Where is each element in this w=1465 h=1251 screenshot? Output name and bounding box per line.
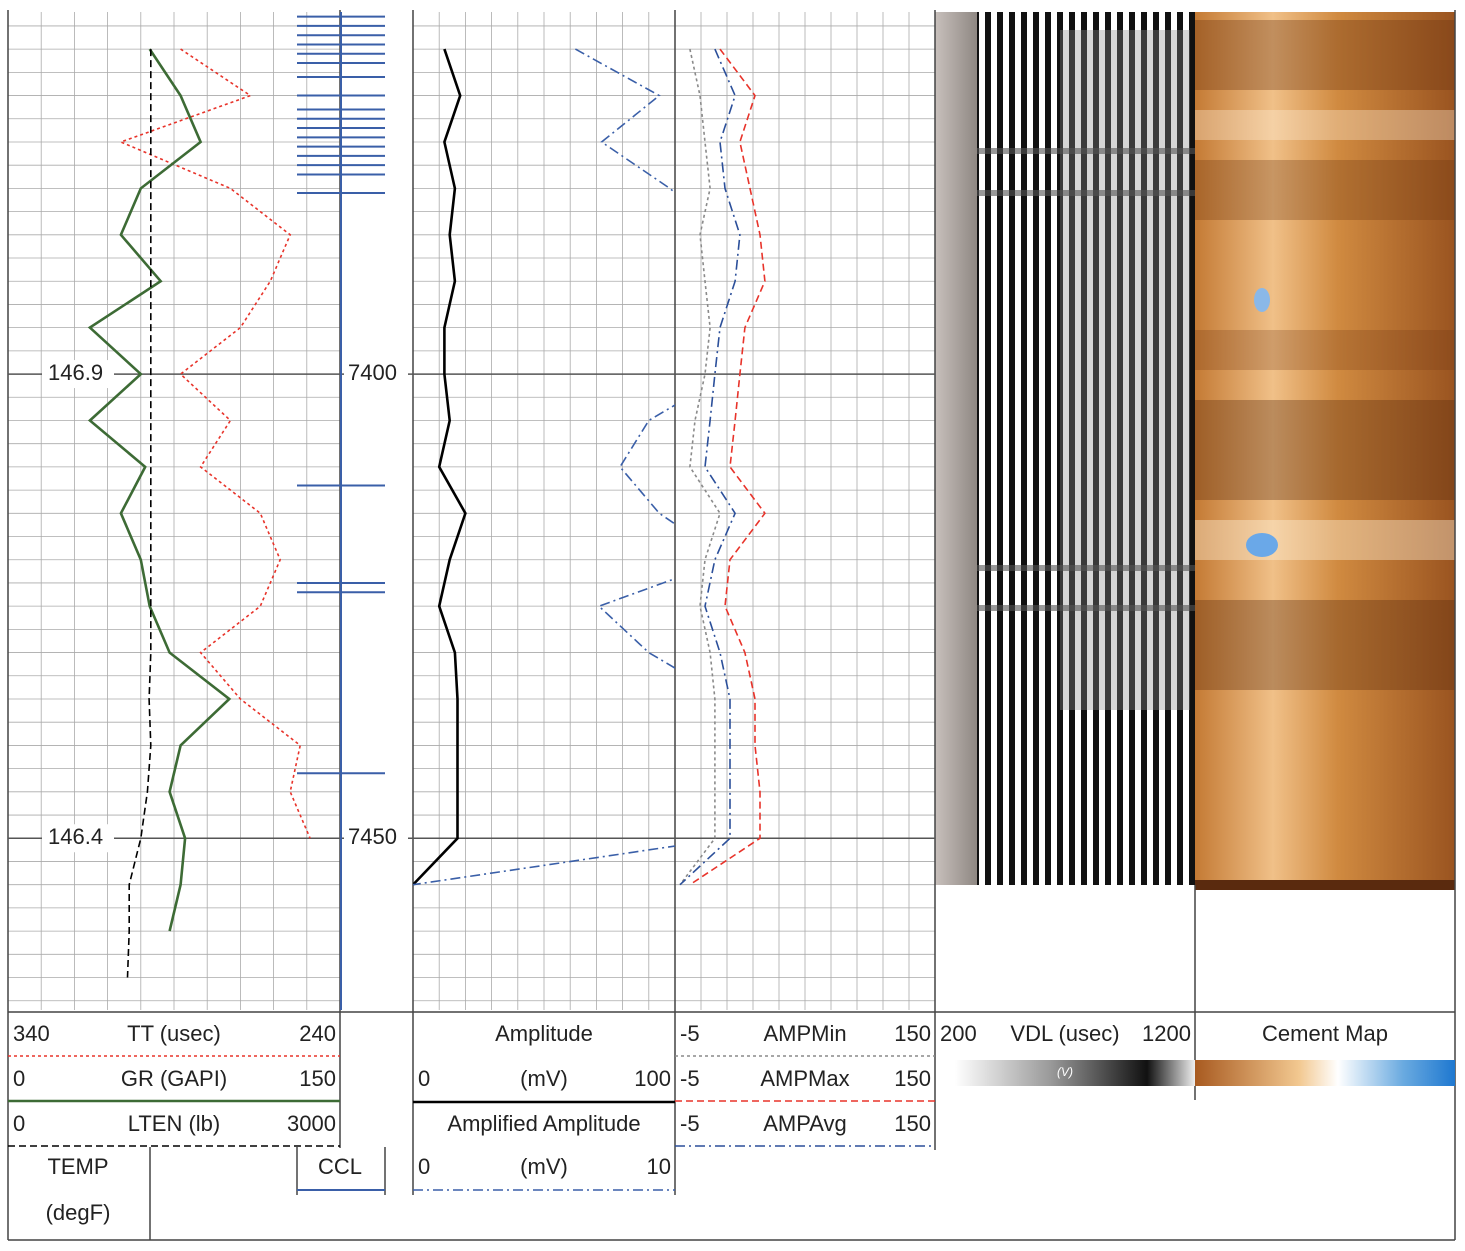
curve-unit: (degF) [46, 1200, 111, 1225]
curve-name: TT (usec) [127, 1021, 221, 1046]
cement-map-image [1195, 12, 1455, 890]
temp-label: 146.9 [48, 360, 103, 385]
curve-name: Cement Map [1262, 1021, 1388, 1046]
log-curve [87, 48, 232, 932]
scale-max: 100 [634, 1066, 671, 1091]
scale-max: 1200 [1142, 1021, 1191, 1046]
scale-max: 10 [647, 1154, 671, 1179]
scale-min: 0 [418, 1154, 430, 1179]
depth-label: 7400 [348, 360, 397, 385]
scale-max: 240 [299, 1021, 336, 1046]
curve-name: AMPMax [760, 1066, 849, 1091]
label-bg [42, 824, 114, 853]
scale-min: -5 [680, 1021, 700, 1046]
log-curve [679, 48, 721, 886]
curve-name: AMPMin [763, 1021, 846, 1046]
scale-min: -5 [680, 1066, 700, 1091]
scale-min: -5 [680, 1111, 700, 1136]
log-curve [689, 48, 766, 886]
scale-max: 150 [299, 1066, 336, 1091]
scale-max: 150 [894, 1021, 931, 1046]
vdl-image [935, 12, 1195, 885]
grid [8, 12, 935, 1010]
curve-name: GR (GAPI) [121, 1066, 227, 1091]
curve-name: TEMP [47, 1154, 108, 1179]
colorbar-label: (V) [1057, 1065, 1073, 1079]
label-bg [344, 360, 408, 389]
curve-name: (mV) [520, 1154, 568, 1179]
scale-min: 0 [418, 1066, 430, 1091]
log-curve [413, 48, 467, 886]
curve-name: AMPAvg [763, 1111, 847, 1136]
curve-name: VDL (usec) [1010, 1021, 1119, 1046]
log-curve [126, 49, 152, 978]
vdl-colorbar [955, 1060, 1195, 1086]
scale-min: 0 [13, 1066, 25, 1091]
label-bg [344, 824, 408, 853]
depth-label: 7450 [348, 824, 397, 849]
temp-label: 146.4 [48, 824, 103, 849]
curve-name: Amplified Amplitude [447, 1111, 640, 1136]
scale-max: 150 [894, 1111, 931, 1136]
log-curve [118, 48, 311, 839]
scale-max: 3000 [287, 1111, 336, 1136]
cement-colorbar [1195, 1060, 1455, 1086]
scale-max: 150 [894, 1066, 931, 1091]
scale-min: 0 [13, 1111, 25, 1136]
curve-name: CCL [318, 1154, 362, 1179]
curve-name: Amplitude [495, 1021, 593, 1046]
log-curve [679, 48, 741, 886]
curve-name: LTEN (lb) [128, 1111, 221, 1136]
scale-min: 340 [13, 1021, 50, 1046]
scale-min: 200 [940, 1021, 977, 1046]
label-bg [42, 360, 114, 389]
curve-name: (mV) [520, 1066, 568, 1091]
